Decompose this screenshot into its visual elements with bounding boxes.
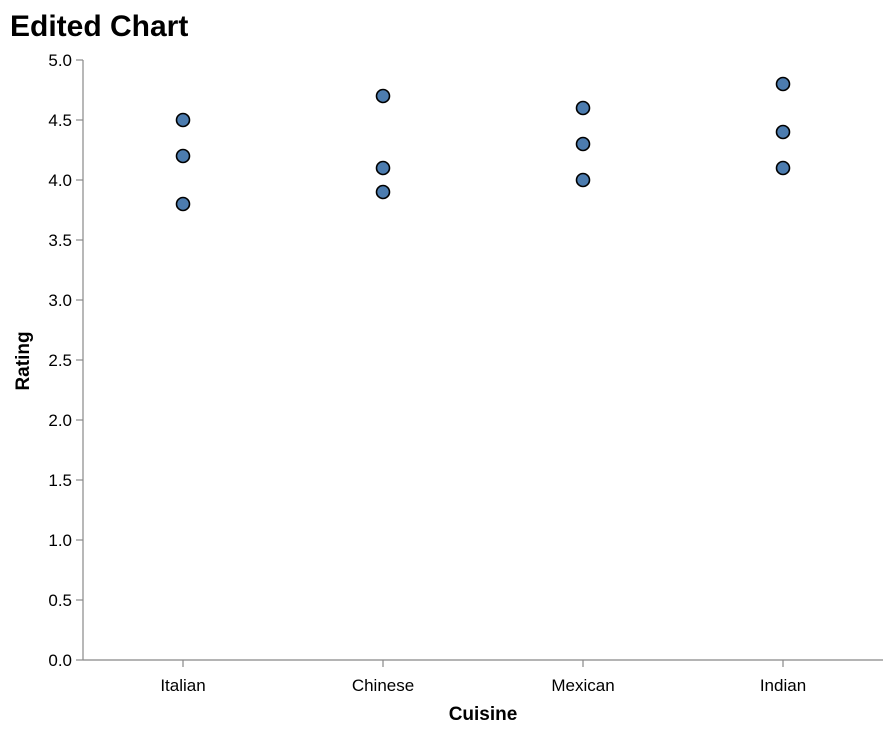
y-tick-label: 3.5 <box>48 231 72 250</box>
y-tick-label: 4.5 <box>48 111 72 130</box>
x-tick-label: Chinese <box>352 676 414 695</box>
y-tick-label: 0.0 <box>48 651 72 670</box>
y-tick-label: 0.5 <box>48 591 72 610</box>
y-axis-title: Rating <box>13 331 34 390</box>
y-tick-label: 4.0 <box>48 171 72 190</box>
data-point <box>575 100 591 116</box>
data-point <box>575 136 591 152</box>
y-tick-label: 1.5 <box>48 471 72 490</box>
x-tick-label: Italian <box>160 676 205 695</box>
chart-title: Edited Chart <box>10 10 188 43</box>
data-point <box>175 148 191 164</box>
data-point <box>375 88 391 104</box>
y-tick-label: 3.0 <box>48 291 72 310</box>
x-axis: Italian Chinese Mexican Indian <box>83 659 883 695</box>
data-point <box>175 112 191 128</box>
x-tick-label: Indian <box>760 676 806 695</box>
x-axis-title: Cuisine <box>449 704 518 725</box>
data-point <box>575 172 591 188</box>
data-point <box>175 196 191 212</box>
y-axis: 0.0 0.5 1.0 1.5 2.0 2.5 3.0 3.5 4.0 4.5 5.0 <box>48 51 84 670</box>
y-tick-label: 1.0 <box>48 531 72 550</box>
data-point <box>775 76 791 92</box>
data-point <box>375 184 391 200</box>
data-point <box>775 160 791 176</box>
y-tick-label: 5.0 <box>48 51 72 70</box>
y-tick-label: 2.5 <box>48 351 72 370</box>
y-tick-label: 2.0 <box>48 411 72 430</box>
x-tick-label: Mexican <box>551 676 614 695</box>
data-points <box>175 76 791 212</box>
data-point <box>375 160 391 176</box>
data-point <box>775 124 791 140</box>
